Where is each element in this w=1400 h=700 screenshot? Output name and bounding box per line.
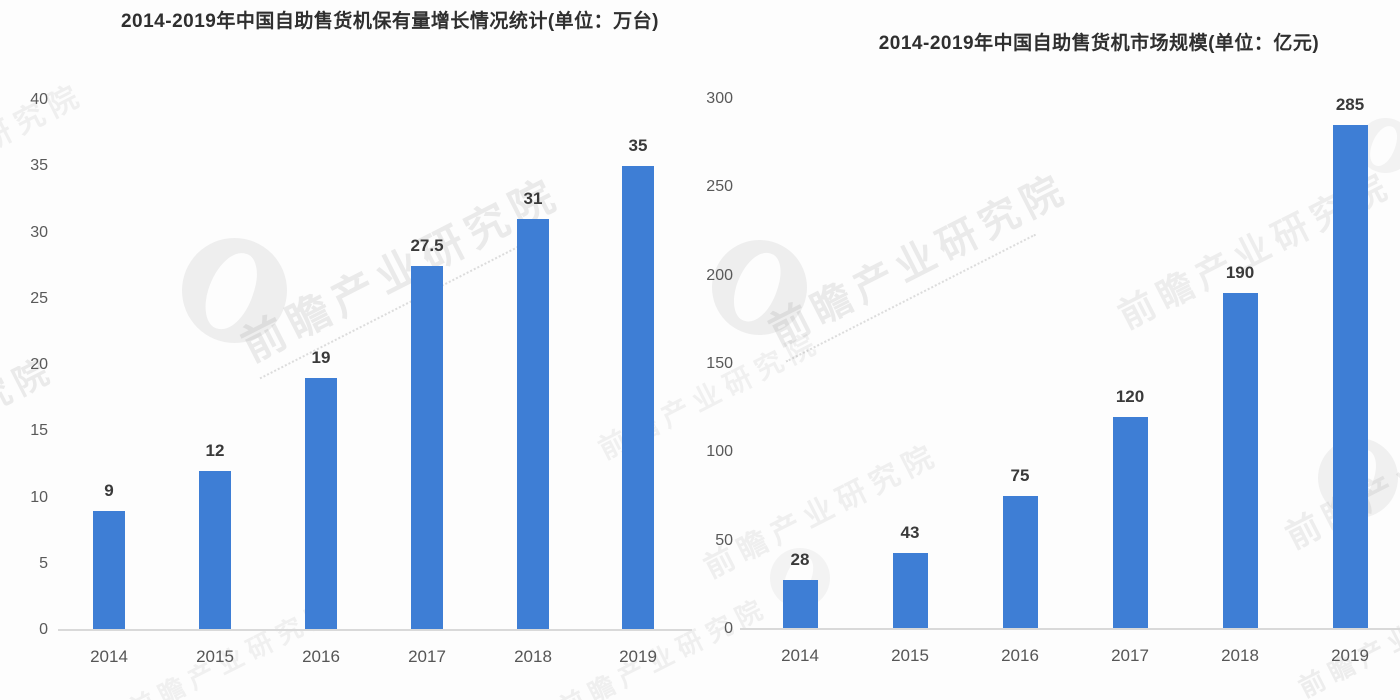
bar-value-label: 120 <box>1115 387 1145 406</box>
bar-value-label: 35 <box>628 136 648 155</box>
x-tick-label: 2018 <box>514 647 552 666</box>
y-tick-label: 30 <box>30 223 48 241</box>
y-tick-label: 25 <box>30 289 48 307</box>
bar-value-label: 285 <box>1335 95 1365 114</box>
x-tick-label: 2019 <box>1331 646 1369 665</box>
y-tick-label: 5 <box>39 554 48 572</box>
bar-value-label: 31 <box>523 189 543 208</box>
bar-2017 <box>411 266 443 629</box>
x-axis-line <box>740 628 1400 630</box>
y-tick-label: 0 <box>724 620 733 637</box>
bar-value-label: 12 <box>205 441 225 460</box>
bar-value-label: 19 <box>311 348 331 367</box>
y-tick-label: 100 <box>706 443 733 461</box>
bar-2015 <box>199 471 231 629</box>
x-tick-label: 2018 <box>1221 646 1259 665</box>
y-tick-label: 300 <box>706 89 733 107</box>
bar-value-label: 9 <box>104 481 114 500</box>
bar-2015 <box>892 553 928 628</box>
y-tick-label: 200 <box>706 266 733 284</box>
bar-2018 <box>517 219 549 629</box>
bar-2014 <box>93 511 125 629</box>
x-tick-label: 2015 <box>196 647 234 666</box>
bar-2019 <box>622 166 654 629</box>
y-tick-label: 20 <box>30 356 48 373</box>
bar-2016 <box>305 378 337 629</box>
bar-2016 <box>1002 496 1038 628</box>
y-tick-label: 10 <box>30 488 48 506</box>
chart-title-vending-holdings: 2014-2019年中国自助售货机保有量增长情况统计(单位：万台) <box>120 11 660 32</box>
x-tick-label: 2015 <box>891 646 929 665</box>
bar-value-label: 75 <box>1010 466 1030 485</box>
y-tick-label: 15 <box>30 422 48 440</box>
x-axis-line <box>58 629 692 631</box>
y-tick-label: 35 <box>30 157 48 175</box>
x-tick-label: 2014 <box>781 646 819 665</box>
x-tick-label: 2014 <box>90 647 128 666</box>
bar-2014 <box>782 580 818 628</box>
y-tick-label: 50 <box>715 531 733 549</box>
x-tick-label: 2016 <box>1001 646 1039 665</box>
bar-2019 <box>1332 125 1368 628</box>
bar-value-label: 43 <box>900 523 920 542</box>
y-tick-label: 250 <box>706 178 733 196</box>
bar-2017 <box>1112 417 1148 628</box>
bar-value-label: 190 <box>1225 263 1255 282</box>
y-tick-label: 150 <box>706 354 733 372</box>
bar-value-label: 28 <box>790 550 810 569</box>
x-tick-label: 2017 <box>1111 646 1149 665</box>
x-tick-label: 2017 <box>408 647 446 666</box>
y-tick-label: 0 <box>39 621 48 638</box>
chart-title-market-size: 2014-2019年中国自助售货机市场规模(单位：亿元) <box>878 33 1320 54</box>
x-tick-label: 2016 <box>302 647 340 666</box>
y-tick-label: 40 <box>30 91 48 108</box>
x-tick-label: 2019 <box>619 647 657 666</box>
bar-2018 <box>1222 293 1258 628</box>
bar-value-label: 27.5 <box>410 236 444 255</box>
